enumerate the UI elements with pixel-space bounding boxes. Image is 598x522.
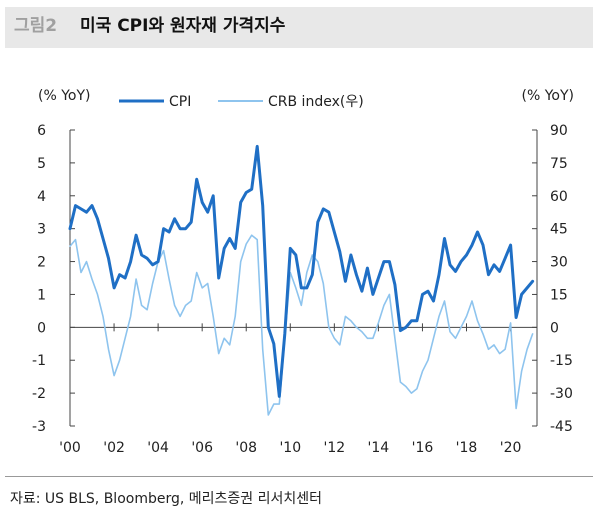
source-note: 자료: US BLS, Bloomberg, 메리츠증권 리서치센터 bbox=[10, 491, 323, 507]
legend: CPI CRB index(우) bbox=[119, 94, 364, 110]
left-tick-label: -1 bbox=[32, 353, 46, 369]
right-tick-label: 60 bbox=[550, 189, 568, 205]
figure-label: 그림2 bbox=[14, 16, 58, 36]
x-tick-label: '20 bbox=[500, 440, 522, 456]
source-separator bbox=[5, 476, 593, 477]
x-tick-label: '08 bbox=[235, 440, 257, 456]
x-tick-label: '12 bbox=[324, 440, 346, 456]
axes: 6 5 4 3 2 1 0 -1 -2 -3 90 75 60 45 30 15 0 -15 -30 -45 '00 '0… bbox=[32, 123, 573, 456]
right-tick-label: 0 bbox=[550, 320, 559, 336]
x-tick-label: '04 bbox=[147, 440, 169, 456]
left-tick-label: -3 bbox=[32, 419, 46, 435]
x-tick-label: '10 bbox=[279, 440, 301, 456]
left-tick-label: 4 bbox=[37, 189, 46, 205]
x-tick-label: '14 bbox=[368, 440, 390, 456]
x-tick-label: '16 bbox=[412, 440, 434, 456]
right-tick-label: -30 bbox=[550, 386, 573, 402]
right-axis-unit: (% YoY) bbox=[522, 88, 575, 104]
left-tick-label: 1 bbox=[37, 287, 46, 303]
x-tick-label: '18 bbox=[456, 440, 478, 456]
right-tick-label: 15 bbox=[550, 287, 568, 303]
right-tick-label: 75 bbox=[550, 156, 568, 172]
lines bbox=[68, 144, 535, 416]
title-bar bbox=[5, 7, 593, 48]
cpi-line bbox=[68, 144, 535, 398]
left-tick-label: 2 bbox=[37, 255, 46, 271]
left-tick-label: 5 bbox=[37, 156, 46, 172]
left-axis-unit: (% YoY) bbox=[38, 88, 91, 104]
x-tick-label: '02 bbox=[103, 440, 125, 456]
x-tick-label: '06 bbox=[191, 440, 213, 456]
right-tick-label: -45 bbox=[550, 419, 573, 435]
right-tick-label: 30 bbox=[550, 255, 568, 271]
right-tick-label: 90 bbox=[550, 123, 568, 139]
crb-line bbox=[69, 234, 534, 416]
right-tick-label: 45 bbox=[550, 222, 568, 238]
chart: (% YoY) (% YoY) CPI CRB index(우) 6 5 4 3 2 1 0 -… bbox=[32, 88, 575, 456]
legend-cpi-label: CPI bbox=[169, 94, 191, 110]
left-tick-label: -2 bbox=[32, 386, 46, 402]
left-tick-label: 3 bbox=[37, 222, 46, 238]
x-tick-label: '00 bbox=[59, 440, 81, 456]
figure-title: 미국 CPI와 원자재 가격지수 bbox=[80, 16, 286, 36]
left-tick-label: 6 bbox=[37, 123, 46, 139]
right-tick-label: -15 bbox=[550, 353, 573, 369]
legend-crb-label: CRB index(우) bbox=[268, 94, 364, 110]
left-tick-label: 0 bbox=[37, 320, 46, 336]
